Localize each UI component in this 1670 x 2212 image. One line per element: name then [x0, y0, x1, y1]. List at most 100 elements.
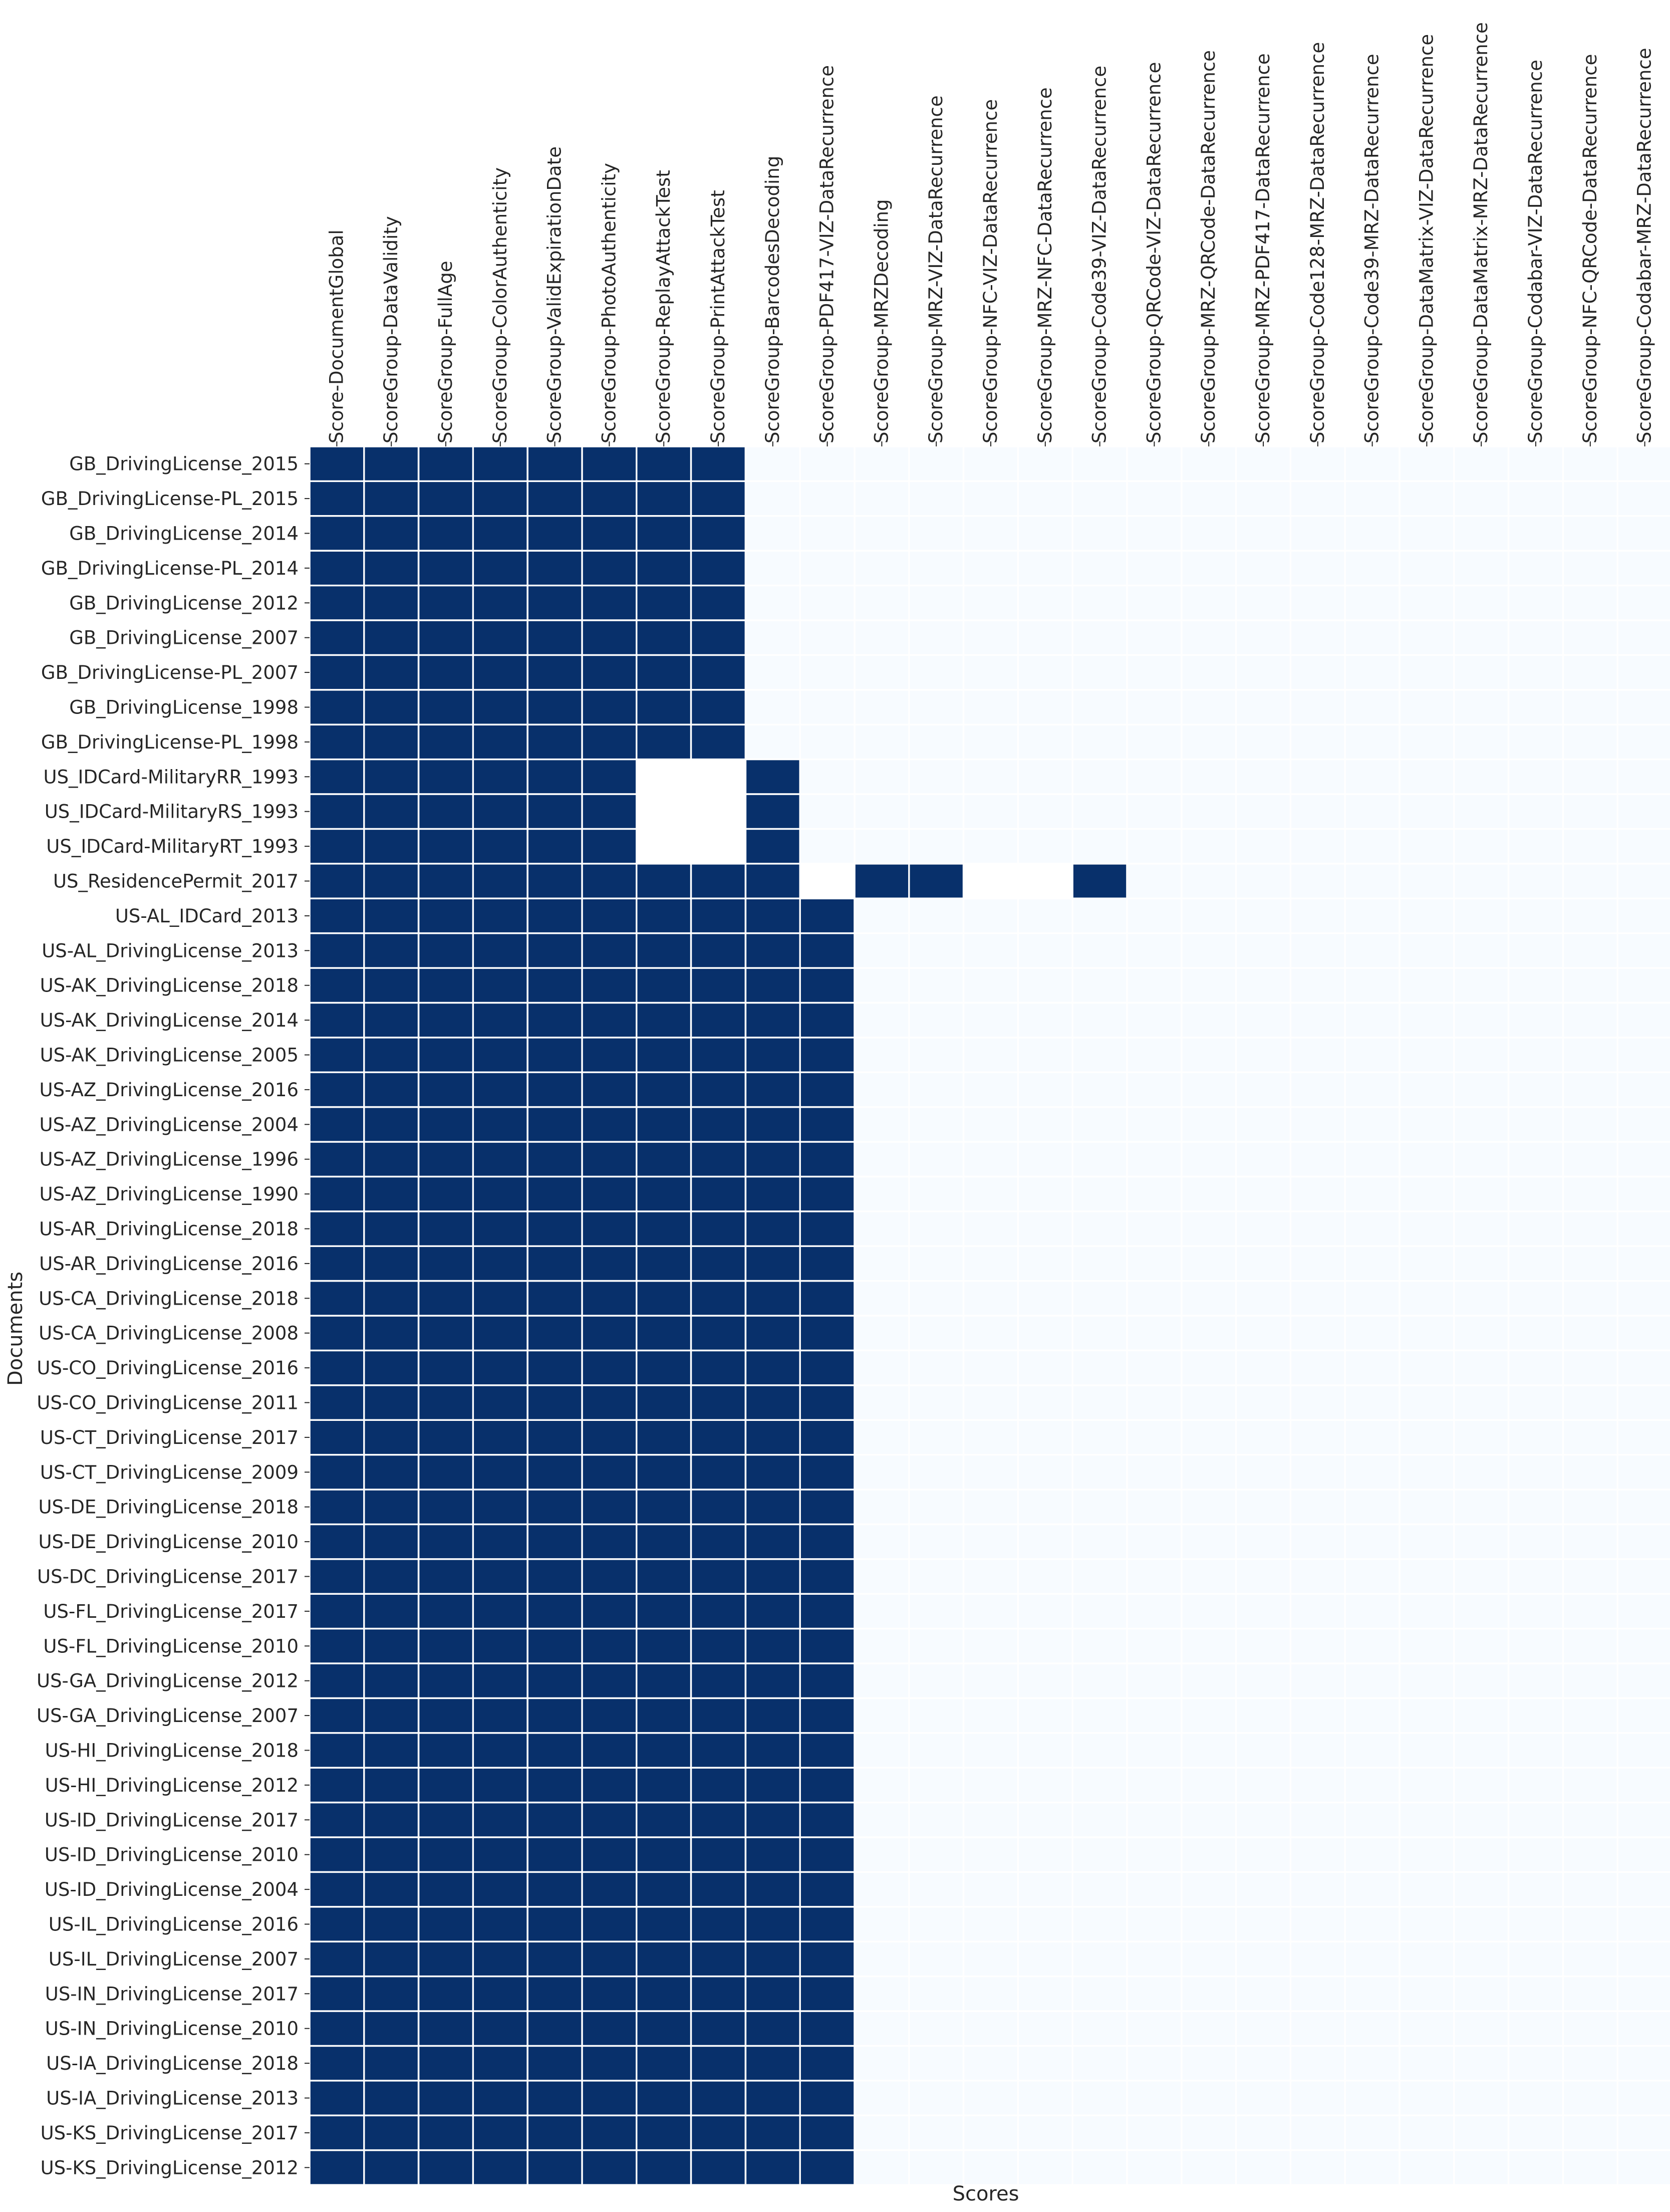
heatmap-cell	[637, 934, 690, 967]
heatmap-cell	[1345, 1316, 1399, 1350]
heatmap-cell	[1400, 1073, 1454, 1106]
heatmap-cell	[1237, 1351, 1290, 1385]
heatmap-cell	[1455, 1734, 1508, 1767]
heatmap-cell	[1400, 1421, 1454, 1454]
heatmap-cell	[1455, 1664, 1508, 1697]
heatmap-cell	[1019, 1595, 1072, 1628]
heatmap-cell	[474, 690, 527, 724]
heatmap-cell	[855, 1803, 909, 1837]
heatmap-cell	[964, 1664, 1017, 1697]
heatmap-cell	[800, 690, 854, 724]
heatmap-cell	[1073, 1351, 1127, 1385]
heatmap-cell	[1345, 1907, 1399, 1941]
heatmap-cell	[1128, 1038, 1181, 1072]
heatmap-cell	[964, 1560, 1017, 1593]
heatmap-cell	[1291, 1038, 1344, 1072]
heatmap-cell	[1237, 1907, 1290, 1941]
heatmap-cell	[910, 1942, 963, 1976]
heatmap-cell	[910, 725, 963, 759]
heatmap-cell	[746, 1838, 799, 1871]
heatmap-cell	[964, 725, 1017, 759]
heatmap-cell	[1182, 1699, 1235, 1733]
heatmap-cell	[1019, 1421, 1072, 1454]
heatmap-cell	[1182, 1073, 1235, 1106]
heatmap-cell	[1019, 2151, 1072, 2184]
heatmap-cell	[310, 1004, 364, 1037]
heatmap-cell	[910, 1490, 963, 1524]
heatmap-cell	[746, 1977, 799, 2011]
heatmap-cell	[1509, 1525, 1562, 1559]
heatmap-cell	[583, 1560, 636, 1593]
heatmap-cell	[1128, 1838, 1181, 1871]
row-labels: GB_DrivingLicense_2015 GB_DrivingLicense-…	[37, 453, 310, 2178]
heatmap-cell	[365, 1316, 418, 1350]
heatmap-cell	[746, 1386, 799, 1419]
heatmap-cell	[1455, 1595, 1508, 1628]
column-label: ScoreGroup-BarcodesDecoding	[762, 156, 783, 443]
heatmap-cell	[474, 1699, 527, 1733]
heatmap-cell	[1073, 795, 1127, 828]
heatmap-cell	[583, 2012, 636, 2045]
heatmap-cell	[855, 1629, 909, 1663]
heatmap-cell	[310, 1455, 364, 1489]
heatmap-cell	[1128, 760, 1181, 794]
heatmap-cell	[1400, 934, 1454, 967]
heatmap-cell	[419, 864, 472, 898]
heatmap-cell	[800, 1386, 854, 1419]
heatmap-cell	[910, 2012, 963, 2045]
heatmap-cell	[365, 864, 418, 898]
heatmap-cell	[910, 899, 963, 932]
heatmap-cell	[528, 1351, 582, 1385]
heatmap-cell	[1345, 1282, 1399, 1315]
heatmap-cell	[746, 1525, 799, 1559]
heatmap-cell	[1564, 934, 1617, 967]
heatmap-cell	[1618, 1004, 1670, 1037]
heatmap-cell	[1509, 1351, 1562, 1385]
heatmap-cell	[1291, 2012, 1344, 2045]
heatmap-cell	[1237, 1838, 1290, 1871]
heatmap-cell	[1618, 1316, 1670, 1350]
heatmap-cell	[583, 447, 636, 480]
heatmap-cell	[1019, 1525, 1072, 1559]
heatmap-cell	[855, 1177, 909, 1211]
heatmap-cell	[1564, 1073, 1617, 1106]
heatmap-cell	[637, 1316, 690, 1350]
heatmap-cell	[474, 1386, 527, 1419]
row-label: US-IL_DrivingLicense_2016	[49, 1914, 299, 1935]
heatmap-cell	[1291, 1699, 1344, 1733]
heatmap-cell	[964, 1525, 1017, 1559]
heatmap-cell	[419, 1038, 472, 1072]
heatmap-cell	[1019, 1907, 1072, 1941]
heatmap-cell	[1128, 1734, 1181, 1767]
heatmap-cell	[1345, 1942, 1399, 1976]
heatmap-cell	[1291, 1769, 1344, 1802]
heatmap-cell	[419, 1769, 472, 1802]
heatmap-cell	[310, 1907, 364, 1941]
heatmap-cell	[1237, 2081, 1290, 2115]
heatmap-cell	[1237, 1386, 1290, 1419]
heatmap-cell	[528, 968, 582, 1002]
heatmap-cell	[692, 656, 745, 689]
heatmap-cell	[1564, 1769, 1617, 1802]
heatmap-cell	[474, 1177, 527, 1211]
heatmap-cell	[583, 1212, 636, 1246]
heatmap-cell	[1128, 2012, 1181, 2045]
heatmap-cell	[964, 1734, 1017, 1767]
heatmap-cell	[1400, 1595, 1454, 1628]
heatmap-cell	[365, 447, 418, 480]
heatmap-cell	[310, 1108, 364, 1141]
heatmap-cell	[1618, 795, 1670, 828]
heatmap-cell	[964, 2047, 1017, 2080]
heatmap-cell	[1128, 1316, 1181, 1350]
heatmap-cell	[746, 1038, 799, 1072]
heatmap-cell	[419, 1942, 472, 1976]
heatmap-cell	[910, 830, 963, 863]
heatmap-cell	[855, 1421, 909, 1454]
heatmap-cell	[1618, 830, 1670, 863]
heatmap-cell	[528, 482, 582, 515]
heatmap-cell	[1237, 586, 1290, 620]
column-label: ScoreGroup-DataMatrix-MRZ-DataRecurrence	[1470, 22, 1492, 443]
heatmap-cell	[1073, 1873, 1127, 1906]
heatmap-cell	[1182, 1282, 1235, 1315]
heatmap-cell	[1019, 621, 1072, 654]
